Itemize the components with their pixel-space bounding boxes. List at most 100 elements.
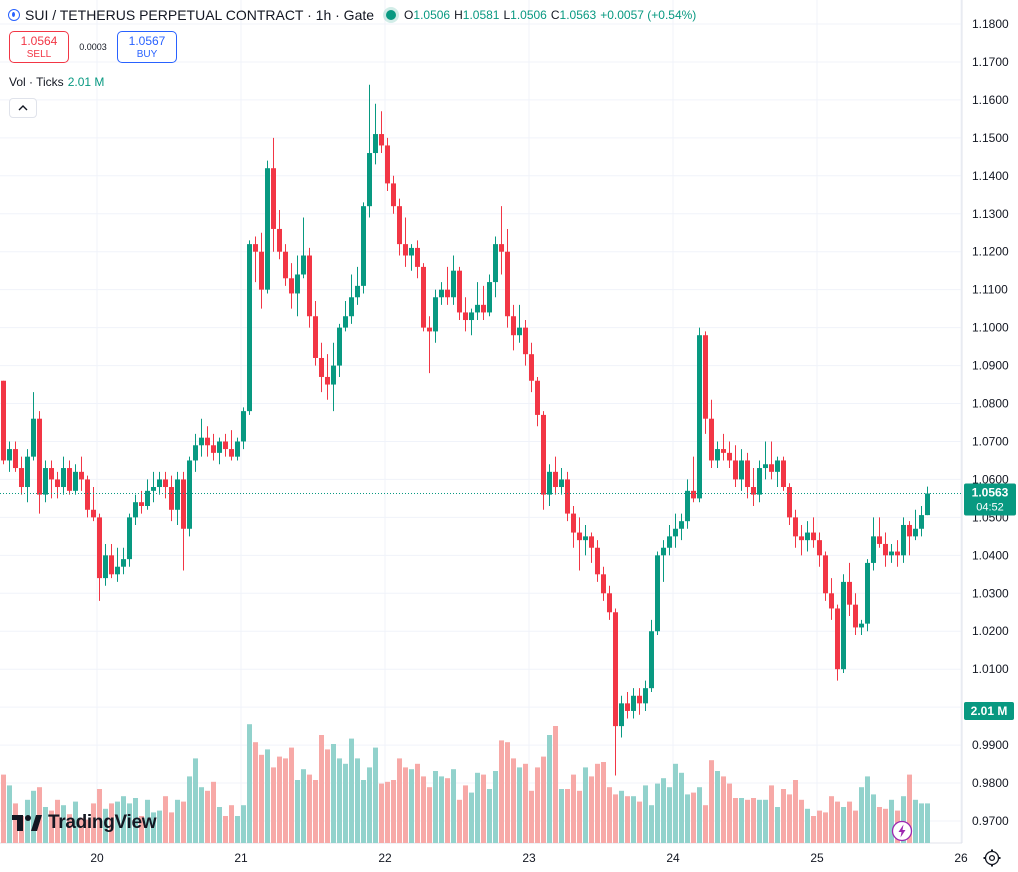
volume-bar — [595, 763, 600, 843]
candle-body — [523, 327, 528, 355]
candle-body — [259, 251, 264, 290]
spread-value: 0.0003 — [79, 42, 107, 52]
candle-body — [817, 540, 822, 556]
price-tick-label: 1.0800 — [972, 397, 1009, 411]
buy-button[interactable]: 1.0567 BUY — [117, 31, 177, 63]
volume-bar — [589, 776, 594, 843]
volume-bar — [307, 774, 312, 843]
time-tick-label: 23 — [522, 851, 536, 865]
last-price-badge — [964, 483, 1016, 516]
candle-body — [247, 244, 252, 412]
sell-button[interactable]: 1.0564 SELL — [9, 31, 69, 63]
candle-body — [157, 479, 162, 488]
volume-bar — [775, 807, 780, 843]
candle-body — [85, 479, 90, 510]
candle-body — [67, 468, 72, 491]
axis-price-labels: 1.0563 04:52 2.01 M — [964, 483, 1016, 720]
price-tick-label: 1.1200 — [972, 245, 1009, 259]
candle-body — [37, 418, 42, 495]
volume-bar — [103, 808, 108, 843]
candle-body — [733, 460, 738, 480]
volume-bar — [235, 816, 240, 843]
volume-bar — [529, 790, 534, 843]
volume-bar — [607, 787, 612, 843]
price-tick-label: 1.0600 — [972, 472, 1009, 486]
volume-bar — [913, 799, 918, 843]
candle-body — [691, 490, 696, 499]
candle-body — [643, 688, 648, 704]
symbol-title[interactable]: SUI / TETHERUS PERPETUAL CONTRACT · 1h ·… — [25, 7, 375, 23]
candle-body — [223, 441, 228, 450]
volume-bar — [439, 776, 444, 843]
candle-body — [745, 460, 750, 488]
ohlc-high: H1.0581 — [454, 8, 500, 22]
volume-bar — [247, 724, 252, 843]
logo-text: TradingView — [48, 812, 157, 833]
candle-body — [541, 414, 546, 495]
symbol-legend: SUI / TETHERUS PERPETUAL CONTRACT · 1h ·… — [8, 7, 700, 23]
volume-bar — [331, 744, 336, 843]
volume-bar — [811, 816, 816, 843]
volume-bar — [55, 799, 60, 843]
volume-bar — [271, 767, 276, 843]
candle-body — [451, 270, 456, 298]
time-axis[interactable]: 20 21 22 23 24 25 26 — [90, 851, 968, 865]
candle-body — [373, 134, 378, 154]
volume-bar — [493, 771, 498, 843]
candle-body — [103, 555, 108, 579]
buy-price: 1.0567 — [128, 34, 166, 48]
volume-bar — [817, 810, 822, 843]
candle-body — [271, 168, 276, 229]
time-tick-label: 21 — [234, 851, 248, 865]
candle-body — [361, 206, 366, 286]
candle-body — [1, 380, 6, 461]
candle-body — [175, 479, 180, 510]
volume-bar — [85, 819, 90, 843]
candle-body — [331, 365, 336, 385]
volume-bar — [703, 805, 708, 843]
volume-bar — [481, 774, 486, 843]
candle-body — [505, 251, 510, 317]
volume-bar — [721, 776, 726, 843]
volume-bar — [361, 780, 366, 843]
volume-bar — [157, 810, 162, 843]
volume-bar — [253, 742, 258, 843]
buy-label: BUY — [136, 49, 158, 60]
candle-body — [427, 327, 432, 332]
candle-body — [619, 703, 624, 727]
volume-bar — [61, 805, 66, 843]
volume-bar — [97, 789, 102, 843]
candle-body — [835, 608, 840, 670]
volume-bar — [925, 803, 930, 843]
collapse-legend-button[interactable] — [9, 98, 37, 118]
candle-body — [49, 468, 54, 480]
candle-body — [607, 593, 612, 613]
time-tick-label: 22 — [378, 851, 392, 865]
tradingview-logo[interactable]: TradingView — [12, 812, 157, 834]
candle-body — [139, 502, 144, 506]
volume-bar — [919, 803, 924, 843]
volume-bar — [841, 807, 846, 843]
volume-bar — [295, 780, 300, 843]
candle-body — [805, 532, 810, 541]
candle-body — [109, 555, 114, 575]
volume-bar — [793, 780, 798, 843]
volume-bar — [469, 792, 474, 843]
volume-bar — [835, 801, 840, 843]
volume-bar — [397, 758, 402, 843]
volume-bar — [175, 799, 180, 843]
volume-bar — [283, 758, 288, 843]
candle-body — [325, 376, 330, 385]
candle-body — [559, 479, 564, 488]
candle-body — [481, 304, 486, 313]
settings-gear-icon[interactable] — [983, 849, 1001, 867]
candle-body — [229, 449, 234, 457]
volume-bar — [463, 785, 468, 843]
volume-bar — [757, 799, 762, 843]
volume-bar — [829, 796, 834, 843]
lightning-icon[interactable] — [891, 820, 913, 842]
candle-body — [769, 464, 774, 472]
volume-legend-label[interactable]: Vol · Ticks — [9, 75, 64, 89]
candle-body — [463, 312, 468, 321]
